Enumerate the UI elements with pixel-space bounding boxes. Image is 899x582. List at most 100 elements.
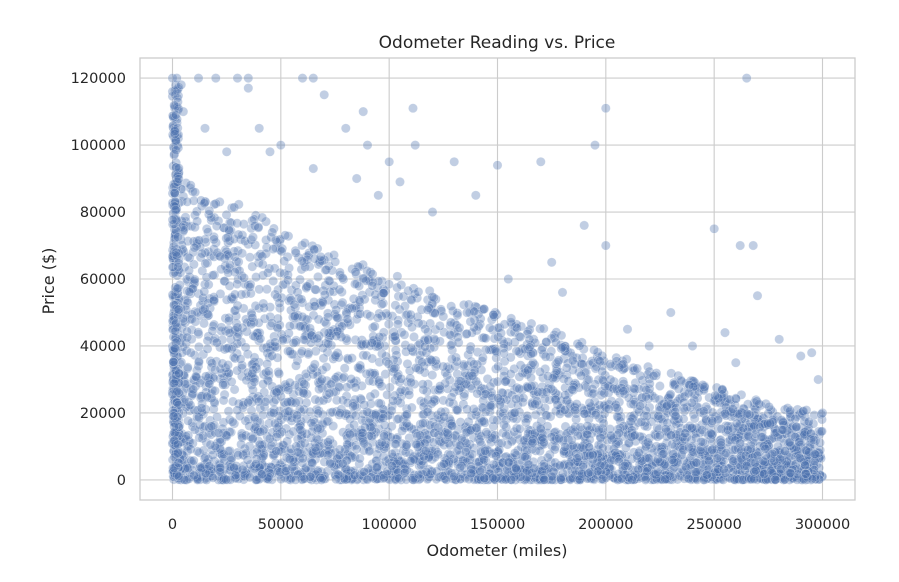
data-point	[803, 441, 814, 451]
data-point	[219, 276, 230, 286]
data-point	[780, 445, 790, 456]
data-point	[438, 417, 449, 428]
data-point	[493, 361, 504, 372]
data-point	[255, 403, 266, 414]
data-point	[581, 452, 592, 463]
data-point	[378, 413, 388, 423]
data-point	[625, 416, 636, 427]
data-point	[224, 460, 234, 471]
data-point	[735, 438, 745, 449]
data-point	[757, 432, 768, 442]
data-point	[267, 350, 278, 361]
data-point	[741, 459, 751, 469]
data-point	[342, 467, 353, 478]
data-point	[381, 456, 391, 467]
data-point	[320, 280, 331, 291]
data-point	[683, 473, 694, 484]
data-point	[426, 355, 437, 365]
data-point	[556, 406, 567, 416]
data-point	[321, 445, 332, 455]
data-point	[535, 472, 546, 482]
data-point	[401, 474, 412, 485]
data-point	[702, 469, 712, 480]
data-point	[177, 347, 188, 358]
data-point	[728, 445, 738, 455]
data-point	[173, 232, 183, 242]
data-point	[800, 460, 811, 471]
data-point	[520, 413, 530, 424]
data-point	[312, 448, 323, 459]
data-point	[367, 437, 378, 448]
data-point	[745, 447, 756, 457]
data-point	[327, 265, 337, 276]
data-point	[731, 470, 742, 480]
data-point	[382, 310, 393, 321]
data-point	[312, 423, 323, 434]
data-point	[742, 408, 752, 419]
data-point	[223, 224, 234, 235]
data-point	[426, 410, 436, 421]
data-point	[175, 358, 185, 369]
grid-layer	[140, 58, 855, 500]
data-point	[794, 437, 805, 447]
data-point	[731, 430, 741, 441]
data-point	[314, 396, 325, 406]
data-point	[787, 424, 798, 435]
data-point	[400, 422, 410, 433]
data-point	[317, 365, 328, 375]
data-point	[245, 431, 256, 442]
data-point	[753, 453, 764, 464]
data-point	[477, 332, 488, 343]
data-point	[800, 468, 811, 479]
data-point	[206, 421, 217, 432]
data-point	[339, 447, 350, 458]
data-point	[410, 140, 421, 150]
data-point	[629, 383, 639, 394]
data-point	[422, 404, 433, 414]
data-point	[390, 375, 401, 385]
data-point	[579, 408, 590, 419]
data-point	[232, 332, 243, 343]
data-point	[461, 328, 472, 339]
data-point	[452, 308, 463, 318]
data-point	[197, 265, 208, 276]
data-point	[616, 411, 626, 422]
data-point	[377, 332, 388, 343]
data-point	[517, 343, 528, 354]
data-point	[639, 382, 650, 393]
data-point	[487, 472, 498, 483]
data-point	[395, 176, 405, 187]
data-point	[194, 432, 205, 443]
data-point	[618, 469, 629, 480]
data-point	[271, 387, 282, 397]
data-point	[627, 474, 637, 485]
data-point	[417, 357, 427, 368]
data-point	[449, 317, 460, 328]
data-point	[357, 427, 368, 438]
data-point	[775, 464, 786, 475]
data-point	[275, 245, 285, 255]
data-point	[605, 424, 615, 434]
data-point	[216, 326, 227, 336]
data-point	[801, 459, 811, 470]
data-point	[226, 294, 237, 304]
data-point	[644, 458, 655, 469]
data-point	[622, 324, 633, 335]
data-point	[670, 398, 681, 409]
data-point	[687, 341, 698, 351]
data-point	[459, 388, 470, 399]
data-point	[247, 261, 258, 272]
data-point	[251, 272, 261, 282]
data-point	[365, 391, 376, 402]
data-point	[257, 469, 267, 479]
data-point	[183, 463, 193, 474]
data-point	[326, 340, 337, 351]
data-point	[170, 429, 181, 440]
data-point	[643, 453, 654, 464]
data-point	[243, 73, 254, 83]
data-point	[595, 404, 606, 415]
data-point	[280, 279, 291, 289]
data-point	[507, 435, 518, 445]
data-point	[286, 285, 297, 295]
